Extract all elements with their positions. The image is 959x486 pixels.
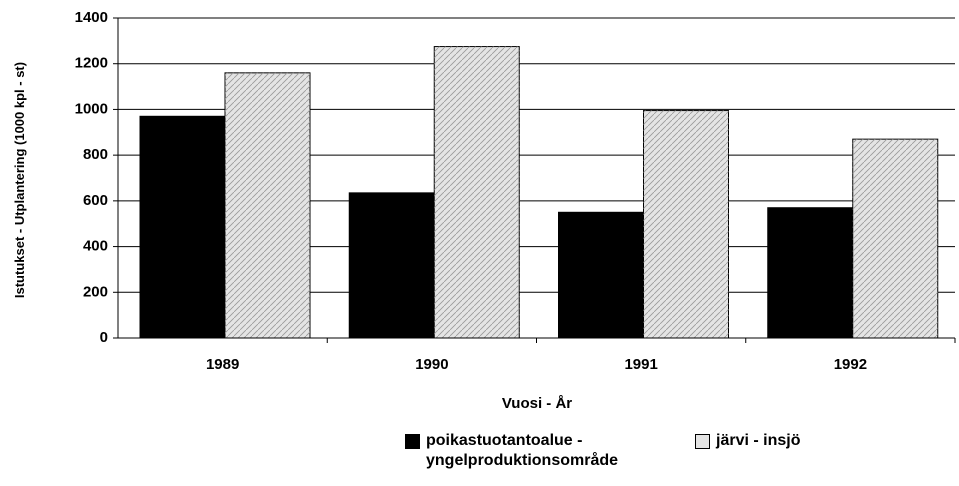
x-tick-label: 1989 xyxy=(206,356,239,373)
y-tick-label: 1200 xyxy=(75,55,108,72)
bar xyxy=(433,46,520,339)
y-tick-label: 400 xyxy=(83,238,108,255)
bar xyxy=(767,207,854,339)
legend-swatch xyxy=(405,434,420,449)
bar xyxy=(139,115,226,339)
legend-swatch xyxy=(695,434,710,449)
bar xyxy=(224,72,311,339)
x-tick-label: 1990 xyxy=(415,356,448,373)
y-tick-label: 1000 xyxy=(75,100,108,117)
y-tick-label: 800 xyxy=(83,146,108,163)
bar xyxy=(643,110,729,339)
x-tick-label: 1991 xyxy=(624,356,657,373)
y-tick-label: 200 xyxy=(83,283,108,300)
y-axis-label: Istutukset - Utplantering (1000 kpl - st… xyxy=(12,61,27,299)
x-tick-label: 1992 xyxy=(834,356,867,373)
legend-label: poikastuotantoalue - yngelproduktionsomr… xyxy=(426,432,619,469)
x-axis-label: Vuosi - År xyxy=(502,395,572,412)
bar xyxy=(348,192,435,339)
legend-label: järvi - insjö xyxy=(716,432,801,449)
y-tick-label: 600 xyxy=(83,192,108,209)
bar xyxy=(558,211,644,339)
y-tick-label: 1400 xyxy=(75,9,108,26)
bar xyxy=(852,138,939,339)
y-tick-label: 0 xyxy=(100,329,108,346)
